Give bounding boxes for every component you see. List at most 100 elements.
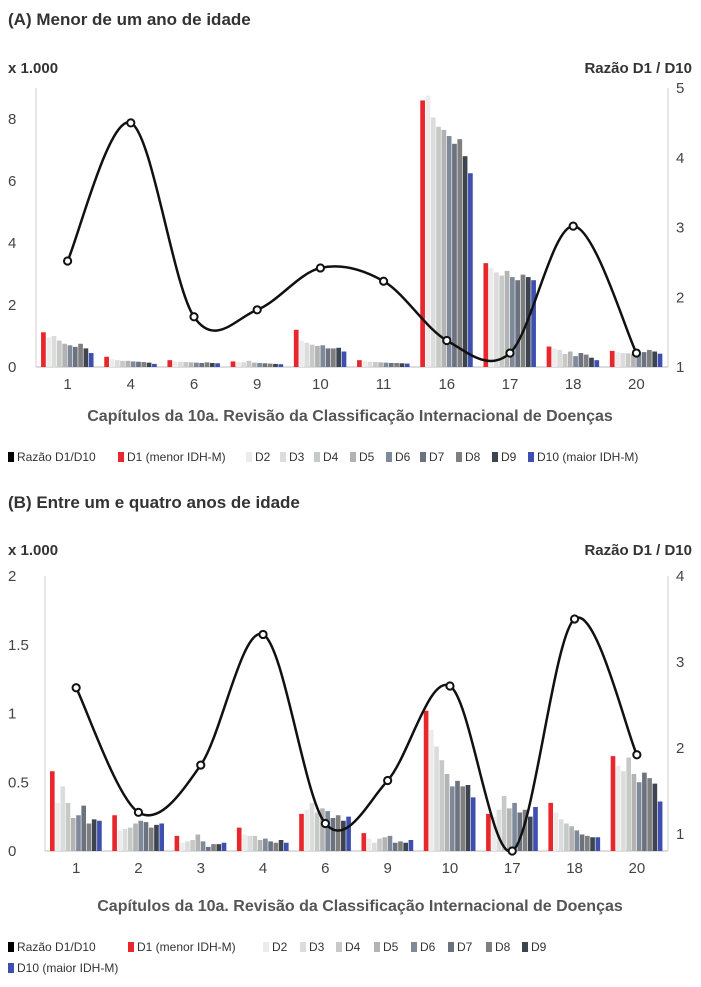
- panel-a-y2-tick-label: 4: [676, 150, 684, 167]
- panel-a-bar-6-d8: [204, 362, 210, 367]
- panel-a-bar-17-d6: [510, 277, 515, 367]
- panel-b-legend-label-d2: D2: [272, 940, 288, 954]
- panel-b-legend-swatch-d6: [411, 942, 417, 952]
- panel-a-bar-6-d3: [178, 361, 183, 367]
- panel-a-x-tick-label: 18: [565, 376, 582, 393]
- panel-b-legend-label-d8: D8: [495, 940, 511, 954]
- panel-b-bar-17-d8: [522, 809, 528, 851]
- panel-b-bar-17-d1: [486, 813, 491, 851]
- panel-b-x-tick-label: 1: [72, 860, 80, 877]
- panel-b-legend-label-d6: D6: [420, 940, 436, 954]
- panel-b-title: (B) Entre um e quatro anos de idade: [8, 493, 300, 512]
- panel-a-bar-20-d8: [647, 349, 652, 367]
- panel-a-bar-9-d6: [257, 362, 262, 367]
- panel-a-y-tick-label: 6: [8, 173, 16, 190]
- panel-b-bar-17-d3: [496, 809, 502, 851]
- panel-a-bar-1-d4: [56, 340, 62, 367]
- panel-b-legend-label-d10: D10 (maior IDH-M): [17, 961, 118, 975]
- panel-b-bar-10-d3: [434, 746, 439, 851]
- panel-a-bar-9-d9: [273, 363, 278, 367]
- panel-b-legend-label-d5: D5: [383, 940, 399, 954]
- panel-a-bar-16-d10: [468, 173, 473, 367]
- panel-b-x-tick-label: 2: [134, 860, 142, 877]
- panel-a-bar-11-d3: [367, 361, 373, 367]
- panel-a-ratio-point-17: [505, 348, 515, 358]
- panel-b-bar-6-d3: [309, 802, 315, 851]
- panel-b-bar-4-d8: [273, 842, 279, 851]
- panel-b-bar-4-d9: [278, 840, 284, 851]
- panel-a-bar-1-d1: [41, 332, 46, 367]
- panel-a-bar-1-d5: [62, 343, 67, 367]
- panel-a-y-unit: x 1.000: [8, 60, 58, 77]
- panel-b-bar-2-d10: [159, 823, 165, 851]
- panel-a-bar-10-d7: [325, 348, 331, 367]
- panel-b-legend-label-d4: D4: [345, 940, 361, 954]
- panel-b-bar-20-d1: [610, 756, 616, 851]
- panel-a-bar-20-d5: [631, 353, 636, 367]
- panel-b-y-tick-label: 1: [8, 706, 16, 723]
- panel-b-bar-2-d3: [122, 829, 128, 851]
- panel-b-bar-6-d6: [325, 811, 330, 851]
- panel-b-legend: Razão D1/D10 D1 (menor IDH-M) D2 D3 D4 D5 D6 D7…: [8, 940, 547, 975]
- panel-b-bar-10-d2: [429, 730, 434, 851]
- panel-b-bar-18-d8: [585, 835, 590, 851]
- panel-b-ratio-point-9: [383, 775, 393, 786]
- panel-b-bar-3-d4: [190, 840, 195, 851]
- panel-b-legend-swatch-d9: [522, 942, 528, 952]
- panel-a-legend-swatch-d5: [350, 452, 356, 462]
- panel-a-bar-20-d3: [620, 353, 626, 367]
- panel-b-bar-9-d1: [361, 833, 367, 851]
- panel-a-bar-17-d7: [515, 280, 521, 367]
- panel-b-y2-tick-label: 4: [676, 568, 684, 585]
- panel-a-bar-10-d3: [304, 342, 310, 367]
- panel-b-bar-2-d4: [127, 827, 133, 851]
- panel-b-bar-6-d7: [330, 818, 336, 851]
- panel-a-legend-swatch-d7: [420, 452, 426, 462]
- panel-b-bar-3-d5: [195, 834, 201, 851]
- panel-b-x-tick-label: 20: [629, 860, 646, 877]
- panel-b-x-tick-label: 4: [259, 860, 267, 877]
- panel-b-bar-3-d10: [221, 842, 227, 851]
- panel-b-bar-3-d6: [200, 841, 206, 851]
- panel-a-bar-10-d8: [331, 348, 336, 367]
- panel-b-y2-label: Razão D1 / D10: [584, 542, 692, 559]
- panel-a-bar-4-d3: [114, 360, 120, 367]
- panel-a-x-tick-label: 6: [190, 376, 198, 393]
- panel-b-bar-10-d1: [423, 710, 429, 851]
- panel-b-bar-18-d7: [579, 834, 585, 851]
- panel-a-bar-1-d7: [72, 346, 78, 367]
- panel-b-xlabel: Capítulos da 10a. Revisão da Classificaç…: [97, 898, 623, 915]
- panel-a-legend-swatch-d10: [528, 452, 534, 462]
- panel-b-bar-20-d8: [647, 778, 652, 851]
- panel-b-bar-20-d3: [621, 771, 626, 851]
- panel-b-y-tick-label: 1.5: [8, 637, 29, 654]
- panel-a-legend-label-d10: D10 (maior IDH-M): [537, 450, 638, 464]
- panel-a-legend-swatch-d2: [246, 452, 252, 462]
- panel-b-bar-4-d1: [236, 827, 242, 851]
- panel-a-bar-4-d4: [120, 360, 125, 367]
- panel-a-ratio-point-1: [63, 256, 73, 266]
- panel-a-bar-18-d3: [557, 349, 562, 367]
- panel-b-bar-6-d10: [346, 816, 351, 851]
- panel-b-bar-10-d4: [439, 760, 445, 851]
- panel-a-bar-18-d10: [594, 360, 600, 367]
- panel-b-bar-17-d9: [527, 816, 533, 851]
- panel-b-bar-3-d9: [216, 844, 222, 851]
- panel-b-bar-18-d9: [590, 837, 595, 851]
- panel-b-legend-swatch-d10: [8, 963, 14, 973]
- panel-b-bar-20-d2: [615, 765, 621, 851]
- panel-b-bar-1-d7: [81, 805, 87, 851]
- panel-b-bar-18-d3: [558, 819, 564, 851]
- panel-b-bar-18-d4: [564, 823, 569, 851]
- panel-b-bar-4-d10: [283, 842, 289, 851]
- panel-a-bar-16-d1: [420, 100, 425, 368]
- panel-b-x-tick-label: 9: [383, 860, 391, 877]
- panel-b-legend-label-d1: D1 (menor IDH-M): [137, 940, 236, 954]
- panel-a-bar-1-d9: [83, 348, 89, 367]
- panel-a-y-tick-label: 2: [8, 297, 16, 314]
- panel-b-ratio-point-2: [133, 807, 144, 817]
- panel-b-bar-1-d10: [97, 820, 102, 851]
- panel-a-y-tick-label: 0: [8, 359, 16, 376]
- panel-a-bar-11-d9: [399, 363, 405, 367]
- panel-a-bar-9-d8: [267, 363, 273, 367]
